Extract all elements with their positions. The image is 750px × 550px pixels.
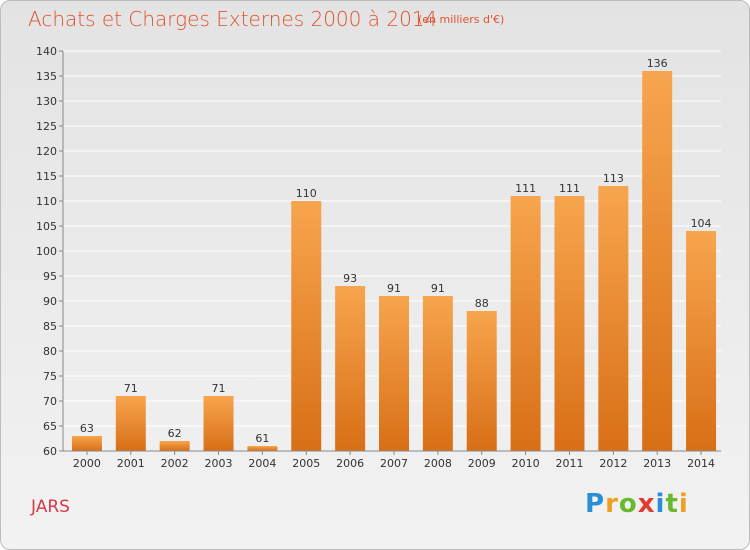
bar-2009 bbox=[466, 311, 497, 451]
y-tick-label: 135 bbox=[36, 70, 57, 83]
x-tick-label-2003: 2003 bbox=[205, 457, 233, 470]
value-label-2006: 93 bbox=[343, 272, 357, 285]
value-label-2007: 91 bbox=[387, 282, 401, 295]
x-tick-label-2009: 2009 bbox=[468, 457, 496, 470]
bar-2004 bbox=[247, 446, 278, 451]
y-tick-label: 60 bbox=[43, 445, 57, 458]
y-tick-label: 95 bbox=[43, 270, 57, 283]
value-label-2000: 63 bbox=[80, 422, 94, 435]
y-tick-label: 120 bbox=[36, 145, 57, 158]
x-tick-label-2013: 2013 bbox=[643, 457, 671, 470]
value-label-2009: 88 bbox=[475, 297, 489, 310]
logo-letter: i bbox=[655, 489, 666, 519]
bar-2007 bbox=[379, 296, 409, 451]
logo-letter: o bbox=[618, 489, 638, 519]
value-label-2005: 110 bbox=[296, 187, 317, 200]
y-tick-label: 125 bbox=[36, 120, 57, 133]
value-label-2014: 104 bbox=[691, 217, 712, 230]
y-tick-label: 90 bbox=[43, 295, 57, 308]
x-tick-label-2002: 2002 bbox=[161, 457, 189, 470]
value-label-2011: 111 bbox=[559, 182, 580, 195]
y-tick-label: 105 bbox=[36, 220, 57, 233]
x-tick-label-2000: 2000 bbox=[73, 457, 101, 470]
x-tick-label-2007: 2007 bbox=[380, 457, 408, 470]
logo-letter: x bbox=[637, 489, 656, 519]
chart-subtitle: (en milliers d'€) bbox=[418, 13, 505, 26]
value-label-2003: 71 bbox=[212, 382, 226, 395]
bar-2010 bbox=[510, 196, 541, 451]
y-tick-label: 85 bbox=[43, 320, 57, 333]
value-labels: 63 71 62 71 61 110 93 91 91 88 111 111 113 136 104 bbox=[80, 57, 712, 445]
y-tick-label: 80 bbox=[43, 345, 57, 358]
y-tick-label: 75 bbox=[43, 370, 57, 383]
value-label-2001: 71 bbox=[124, 382, 138, 395]
value-label-2008: 91 bbox=[431, 282, 445, 295]
x-tick-label-2005: 2005 bbox=[292, 457, 320, 470]
logo-letter: r bbox=[605, 489, 619, 519]
logo-letter: t bbox=[665, 489, 679, 519]
x-tick-label-2008: 2008 bbox=[424, 457, 452, 470]
bar-2012 bbox=[598, 186, 629, 451]
logo-letter: P bbox=[585, 489, 606, 519]
bars bbox=[71, 71, 717, 451]
y-tick-label: 130 bbox=[36, 95, 57, 108]
y-tick-label: 115 bbox=[36, 170, 57, 183]
bar-2014 bbox=[686, 231, 717, 451]
bar-2008 bbox=[422, 296, 453, 451]
logo-letter: i bbox=[678, 489, 689, 519]
bar-2006 bbox=[335, 286, 366, 451]
x-tick-label-2001: 2001 bbox=[117, 457, 145, 470]
y-tick-label: 70 bbox=[43, 395, 57, 408]
chart-title: Achats et Charges Externes 2000 à 2014 bbox=[28, 7, 438, 31]
bar-2005 bbox=[291, 201, 322, 451]
y-tick-label: 65 bbox=[43, 420, 57, 433]
bar-2001 bbox=[115, 396, 146, 451]
value-label-2010: 111 bbox=[515, 182, 536, 195]
bar-2002 bbox=[159, 441, 190, 451]
bar-2000 bbox=[71, 436, 102, 451]
y-tick-label: 110 bbox=[36, 195, 57, 208]
y-tick-label: 100 bbox=[36, 245, 57, 258]
x-tick-label-2004: 2004 bbox=[248, 457, 276, 470]
axes: 60 65 70 75 80 85 90 95 100 105 110 115 120 125 130 135… bbox=[36, 45, 721, 470]
value-label-2012: 113 bbox=[603, 172, 624, 185]
value-label-2004: 61 bbox=[255, 432, 269, 445]
bar-2003 bbox=[203, 396, 234, 451]
x-tick-label-2006: 2006 bbox=[336, 457, 364, 470]
bar-2011 bbox=[554, 196, 585, 451]
x-tick-label-2011: 2011 bbox=[555, 457, 583, 470]
x-tick-label-2010: 2010 bbox=[512, 457, 540, 470]
location-label: JARS bbox=[31, 497, 70, 517]
value-label-2013: 136 bbox=[647, 57, 668, 70]
x-tick-label-2014: 2014 bbox=[687, 457, 715, 470]
value-label-2002: 62 bbox=[168, 427, 182, 440]
x-tick-label-2012: 2012 bbox=[599, 457, 627, 470]
y-tick-label: 140 bbox=[36, 45, 57, 58]
bar-2013 bbox=[642, 71, 673, 451]
proxiti-logo: Proxiti bbox=[585, 489, 689, 519]
